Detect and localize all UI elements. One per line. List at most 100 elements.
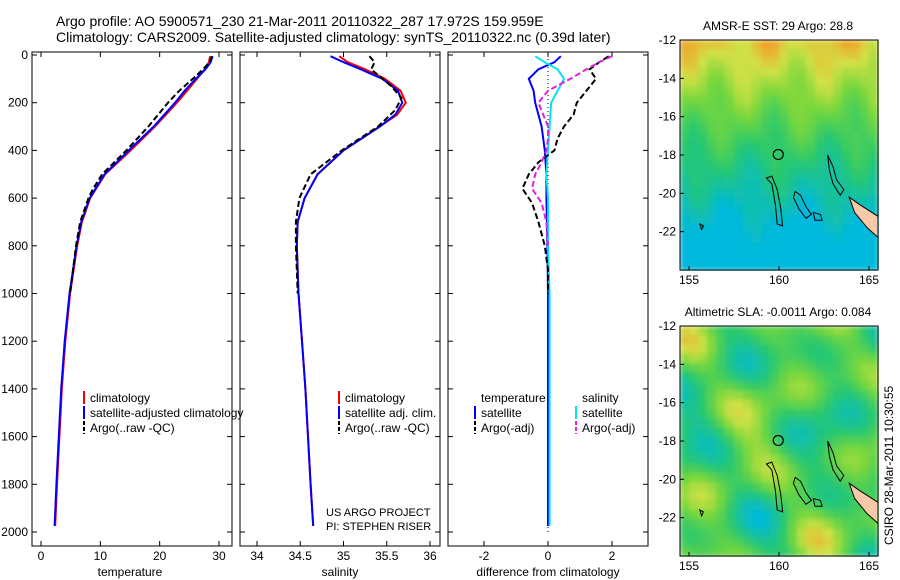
heatmap-cell: [770, 132, 780, 142]
heatmap-cell: [752, 445, 762, 456]
heatmap-cell: [761, 510, 771, 520]
heatmap-cell: [743, 362, 753, 373]
heatmap-cell: [698, 381, 708, 391]
y-tick-label: 1400: [1, 382, 28, 396]
heatmap-cell: [815, 233, 825, 243]
heatmap-cell: [734, 344, 744, 355]
heatmap-cell: [815, 86, 825, 96]
heatmap-cell: [842, 214, 852, 225]
heatmap-cell: [869, 528, 879, 539]
heatmap-cell: [716, 464, 726, 474]
heatmap-cell: [869, 58, 879, 69]
heatmap-cell: [797, 473, 807, 483]
x-tick-label: 36: [423, 549, 437, 563]
heatmap-cell: [779, 159, 789, 170]
heatmap-cell: [860, 113, 870, 124]
heatmap-cell: [752, 362, 762, 373]
heatmap-cell: [743, 418, 753, 428]
heatmap-cell: [752, 178, 762, 188]
heatmap-cell: [761, 344, 771, 355]
heatmap-cell: [707, 214, 717, 225]
heatmap-cell: [851, 242, 861, 253]
heatmap-cell: [788, 445, 798, 456]
heatmap-cell: [869, 519, 879, 529]
heatmap-cell: [680, 86, 690, 96]
heatmap-cell: [743, 381, 753, 391]
heatmap-cell: [797, 67, 807, 78]
heatmap-cell: [752, 86, 762, 96]
map-y-tick-label: -16: [659, 110, 677, 124]
heatmap-cell: [716, 372, 726, 382]
heatmap-cell: [680, 473, 690, 483]
heatmap-cell: [707, 95, 717, 105]
heatmap-cell: [779, 58, 789, 69]
heatmap-cell: [797, 335, 807, 345]
heatmap-cell: [725, 473, 735, 483]
heatmap-cell: [860, 344, 870, 355]
heatmap-cell: [833, 381, 843, 391]
heatmap-cell: [860, 482, 870, 493]
heatmap-cell: [680, 381, 690, 391]
heatmap-cell: [725, 372, 735, 382]
heatmap-cell: [851, 187, 861, 197]
heatmap-cell: [734, 500, 744, 511]
heatmap-cell: [806, 150, 816, 161]
heatmap-cell: [752, 122, 762, 133]
heatmap-cell: [860, 445, 870, 456]
heatmap-cell: [788, 399, 798, 410]
heatmap-cell: [770, 242, 780, 253]
heatmap-cell: [761, 408, 771, 419]
heatmap-cell: [869, 251, 879, 262]
heatmap-cell: [734, 242, 744, 253]
heatmap-cell: [680, 178, 690, 188]
heatmap-cell: [833, 510, 843, 520]
heatmap-cell: [716, 436, 726, 447]
heatmap-cell: [842, 49, 852, 59]
heatmap-cell: [842, 381, 852, 391]
heatmap-cell: [698, 510, 708, 520]
heatmap-cell: [698, 491, 708, 502]
heatmap-cell: [698, 372, 708, 382]
heatmap-cell: [752, 436, 762, 447]
heatmap-cell: [824, 372, 834, 382]
heatmap-cell: [788, 353, 798, 364]
heatmap-cell: [752, 67, 762, 78]
heatmap-cell: [869, 132, 879, 142]
heatmap-cell: [716, 187, 726, 197]
y-tick-label: 1800: [1, 477, 28, 491]
heatmap-cell: [806, 454, 816, 465]
heatmap-cell: [770, 95, 780, 105]
heatmap-cell: [779, 95, 789, 105]
heatmap-cell: [725, 86, 735, 96]
legend-label-climatology: climatology: [345, 391, 405, 405]
heatmap-cell: [797, 464, 807, 474]
heatmap-cell: [734, 159, 744, 170]
heatmap-cell: [770, 390, 780, 401]
heatmap-cell: [833, 537, 843, 548]
heatmap-cell: [743, 150, 753, 161]
heatmap-cell: [851, 122, 861, 133]
heatmap-cell: [707, 546, 717, 557]
heatmap-cell: [761, 500, 771, 511]
heatmap-cell: [734, 399, 744, 410]
heatmap-cell: [770, 58, 780, 69]
heatmap-cell: [833, 233, 843, 243]
heatmap-cell: [833, 95, 843, 105]
heatmap-cell: [725, 40, 735, 50]
heatmap-cell: [680, 104, 690, 115]
heatmap-cell: [788, 205, 798, 216]
heatmap-cell: [680, 362, 690, 373]
heatmap-cell: [689, 214, 699, 225]
heatmap-cell: [779, 104, 789, 115]
heatmap-cell: [851, 224, 861, 234]
y-tick-label: 200: [8, 96, 28, 110]
heatmap-cell: [725, 67, 735, 78]
heatmap-cell: [851, 104, 861, 115]
heatmap-cell: [743, 260, 753, 271]
heatmap-cell: [725, 113, 735, 124]
heatmap-cell: [860, 473, 870, 483]
heatmap-cell: [761, 427, 771, 437]
heatmap-cell: [689, 418, 699, 428]
heatmap-cell: [842, 408, 852, 419]
heatmap-cell: [734, 464, 744, 474]
